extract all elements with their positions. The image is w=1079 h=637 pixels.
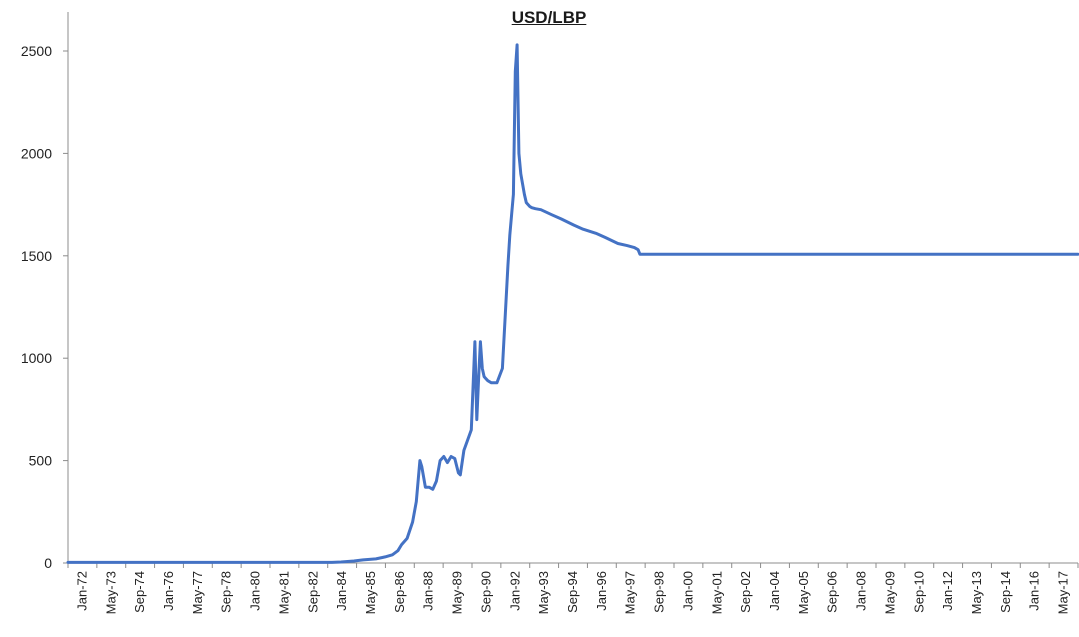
- y-axis: 0 500 1000 1500 2000 2500: [21, 12, 69, 571]
- x-tick-label: May-01: [709, 571, 724, 614]
- x-tick-label: Jan-00: [680, 571, 695, 611]
- x-tick-label: May-13: [969, 571, 984, 614]
- x-tick-label: May-77: [190, 571, 205, 614]
- x-tick-label: Sep-94: [565, 571, 580, 613]
- x-tick-label: Sep-10: [911, 571, 926, 613]
- y-tick-label: 1500: [21, 248, 52, 264]
- x-tick-label: Jan-76: [161, 571, 176, 611]
- x-tick-label: Jan-12: [940, 571, 955, 611]
- series-layer: [66, 43, 1079, 564]
- x-tick-label: Sep-90: [478, 571, 493, 613]
- x-tick-label: Jan-92: [507, 571, 522, 611]
- x-axis: Jan-72 May-73 Sep-74 Jan-76 May-77 Sep-78 Jan-…: [67, 562, 1079, 614]
- x-tick-label: Jan-08: [854, 571, 869, 611]
- x-tick-label: Jan-88: [421, 571, 436, 611]
- x-tick-label: Sep-78: [219, 571, 234, 613]
- x-tick-label: Sep-86: [392, 571, 407, 613]
- x-tick-label: Jan-04: [767, 571, 782, 611]
- x-tick-label: May-09: [882, 571, 897, 614]
- x-tick-label: Sep-14: [998, 571, 1013, 613]
- x-tick-label: Sep-82: [305, 571, 320, 613]
- y-tick-label: 0: [44, 555, 52, 571]
- x-tick-label: Sep-74: [132, 571, 147, 613]
- x-tick-label: Jan-84: [334, 571, 349, 611]
- y-tick-label: 500: [29, 453, 53, 469]
- x-tick-label: Jan-72: [74, 571, 89, 611]
- y-tick-label: 1000: [21, 350, 52, 366]
- x-tick-label: Jan-16: [1027, 571, 1042, 611]
- chart-title: USD/LBP: [511, 8, 587, 27]
- x-tick-label: Jan-80: [248, 571, 263, 611]
- x-tick-label: May-17: [1056, 571, 1071, 614]
- x-tick-label: Jan-96: [594, 571, 609, 611]
- x-tick-label: Sep-02: [738, 571, 753, 613]
- x-tick-label: May-93: [536, 571, 551, 614]
- x-tick-label: May-81: [276, 571, 291, 614]
- y-tick-label: 2000: [21, 145, 52, 161]
- usd-lbp-series-line: [66, 43, 1079, 564]
- x-tick-label: Sep-98: [652, 571, 667, 613]
- x-tick-label: May-05: [796, 571, 811, 614]
- x-tick-label: May-73: [103, 571, 118, 614]
- x-tick-label: May-85: [363, 571, 378, 614]
- x-tick-label: May-89: [450, 571, 465, 614]
- y-tick-label: 2500: [21, 43, 52, 59]
- x-tick-label: Sep-06: [825, 571, 840, 613]
- x-tick-label: May-97: [623, 571, 638, 614]
